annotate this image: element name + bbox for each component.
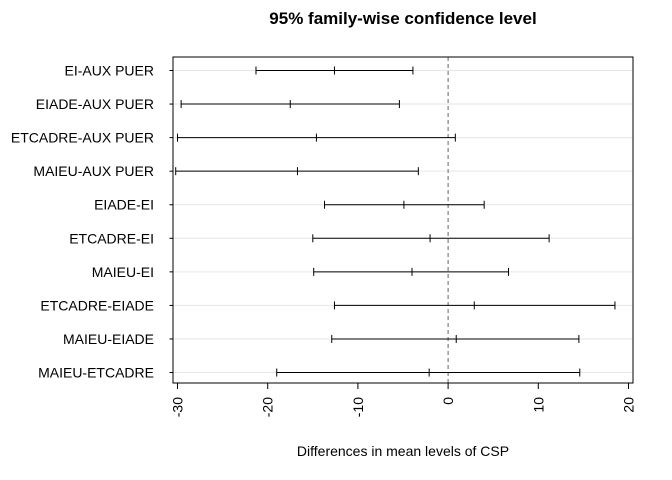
comparison-label: EIADE-AUX PUER [36,96,154,112]
comparison-label: ETCADRE-AUX PUER [11,130,154,146]
confidence-intervals [175,66,616,377]
comparison-labels: EI-AUX PUER EIADE-AUX PUER ETCADRE-AUX PUE… [11,63,173,381]
comparison-label: MAIEU-AUX PUER [33,163,154,179]
x-tick-label: 10 [530,397,546,413]
x-tick-label: -20 [260,397,276,417]
x-axis: -30 -20 -10 0 10 20 [170,383,636,417]
comparison-label: EIADE-EI [94,197,154,213]
comparison-label: EI-AUX PUER [65,63,154,79]
comparison-label: ETCADRE-EIADE [40,297,154,313]
grid-lines [173,70,633,374]
comparison-label: MAIEU-EIADE [63,331,154,347]
plot-frame [172,56,634,384]
chart-title: 95% family-wise confidence level [269,9,536,28]
x-tick-label: 20 [620,397,636,413]
comparison-label: MAIEU-ETCADRE [38,365,154,381]
x-tick-label: -30 [170,397,186,417]
comparison-label: MAIEU-EI [92,264,154,280]
x-axis-label: Differences in mean levels of CSP [297,443,509,459]
x-tick-label: -10 [350,397,366,417]
x-tick-label: 0 [440,397,456,405]
comparison-label: ETCADRE-EI [69,230,154,246]
